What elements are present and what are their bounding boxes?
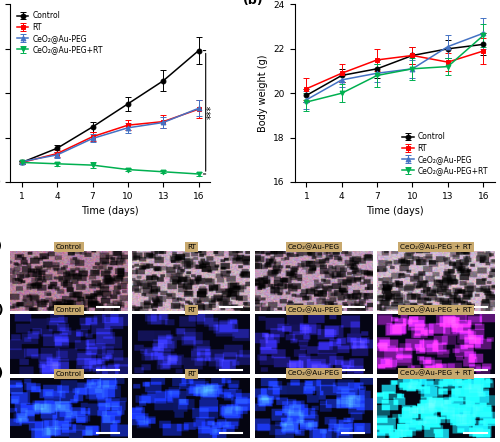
- X-axis label: Time (days): Time (days): [366, 206, 424, 216]
- Text: (d): (d): [0, 304, 4, 317]
- Y-axis label: Body weight (g): Body weight (g): [258, 54, 268, 132]
- Text: ***: ***: [207, 105, 217, 119]
- Title: RT: RT: [187, 307, 196, 313]
- Title: Control: Control: [56, 244, 82, 250]
- Title: Control: Control: [56, 371, 82, 377]
- Title: Control: Control: [56, 307, 82, 313]
- Text: (b): (b): [242, 0, 263, 7]
- X-axis label: Time (days): Time (days): [82, 206, 139, 216]
- Title: CeO₂@Au-PEG + RT: CeO₂@Au-PEG + RT: [400, 307, 472, 313]
- Legend: Control, RT, CeO₂@Au-PEG, CeO₂@Au-PEG+RT: Control, RT, CeO₂@Au-PEG, CeO₂@Au-PEG+RT: [400, 129, 491, 178]
- Title: RT: RT: [187, 371, 196, 377]
- Legend: Control, RT, CeO₂@Au-PEG, CeO₂@Au-PEG+RT: Control, RT, CeO₂@Au-PEG, CeO₂@Au-PEG+RT: [14, 8, 106, 57]
- Title: CeO₂@Au-PEG + RT: CeO₂@Au-PEG + RT: [400, 370, 472, 377]
- Title: RT: RT: [187, 244, 196, 250]
- Title: CeO₂@Au-PEG: CeO₂@Au-PEG: [288, 244, 340, 250]
- Title: CeO₂@Au-PEG: CeO₂@Au-PEG: [288, 307, 340, 313]
- Text: (e): (e): [0, 367, 4, 380]
- Title: CeO₂@Au-PEG: CeO₂@Au-PEG: [288, 370, 340, 377]
- Text: (c): (c): [0, 240, 3, 253]
- Title: CeO₂@Au-PEG + RT: CeO₂@Au-PEG + RT: [400, 244, 472, 250]
